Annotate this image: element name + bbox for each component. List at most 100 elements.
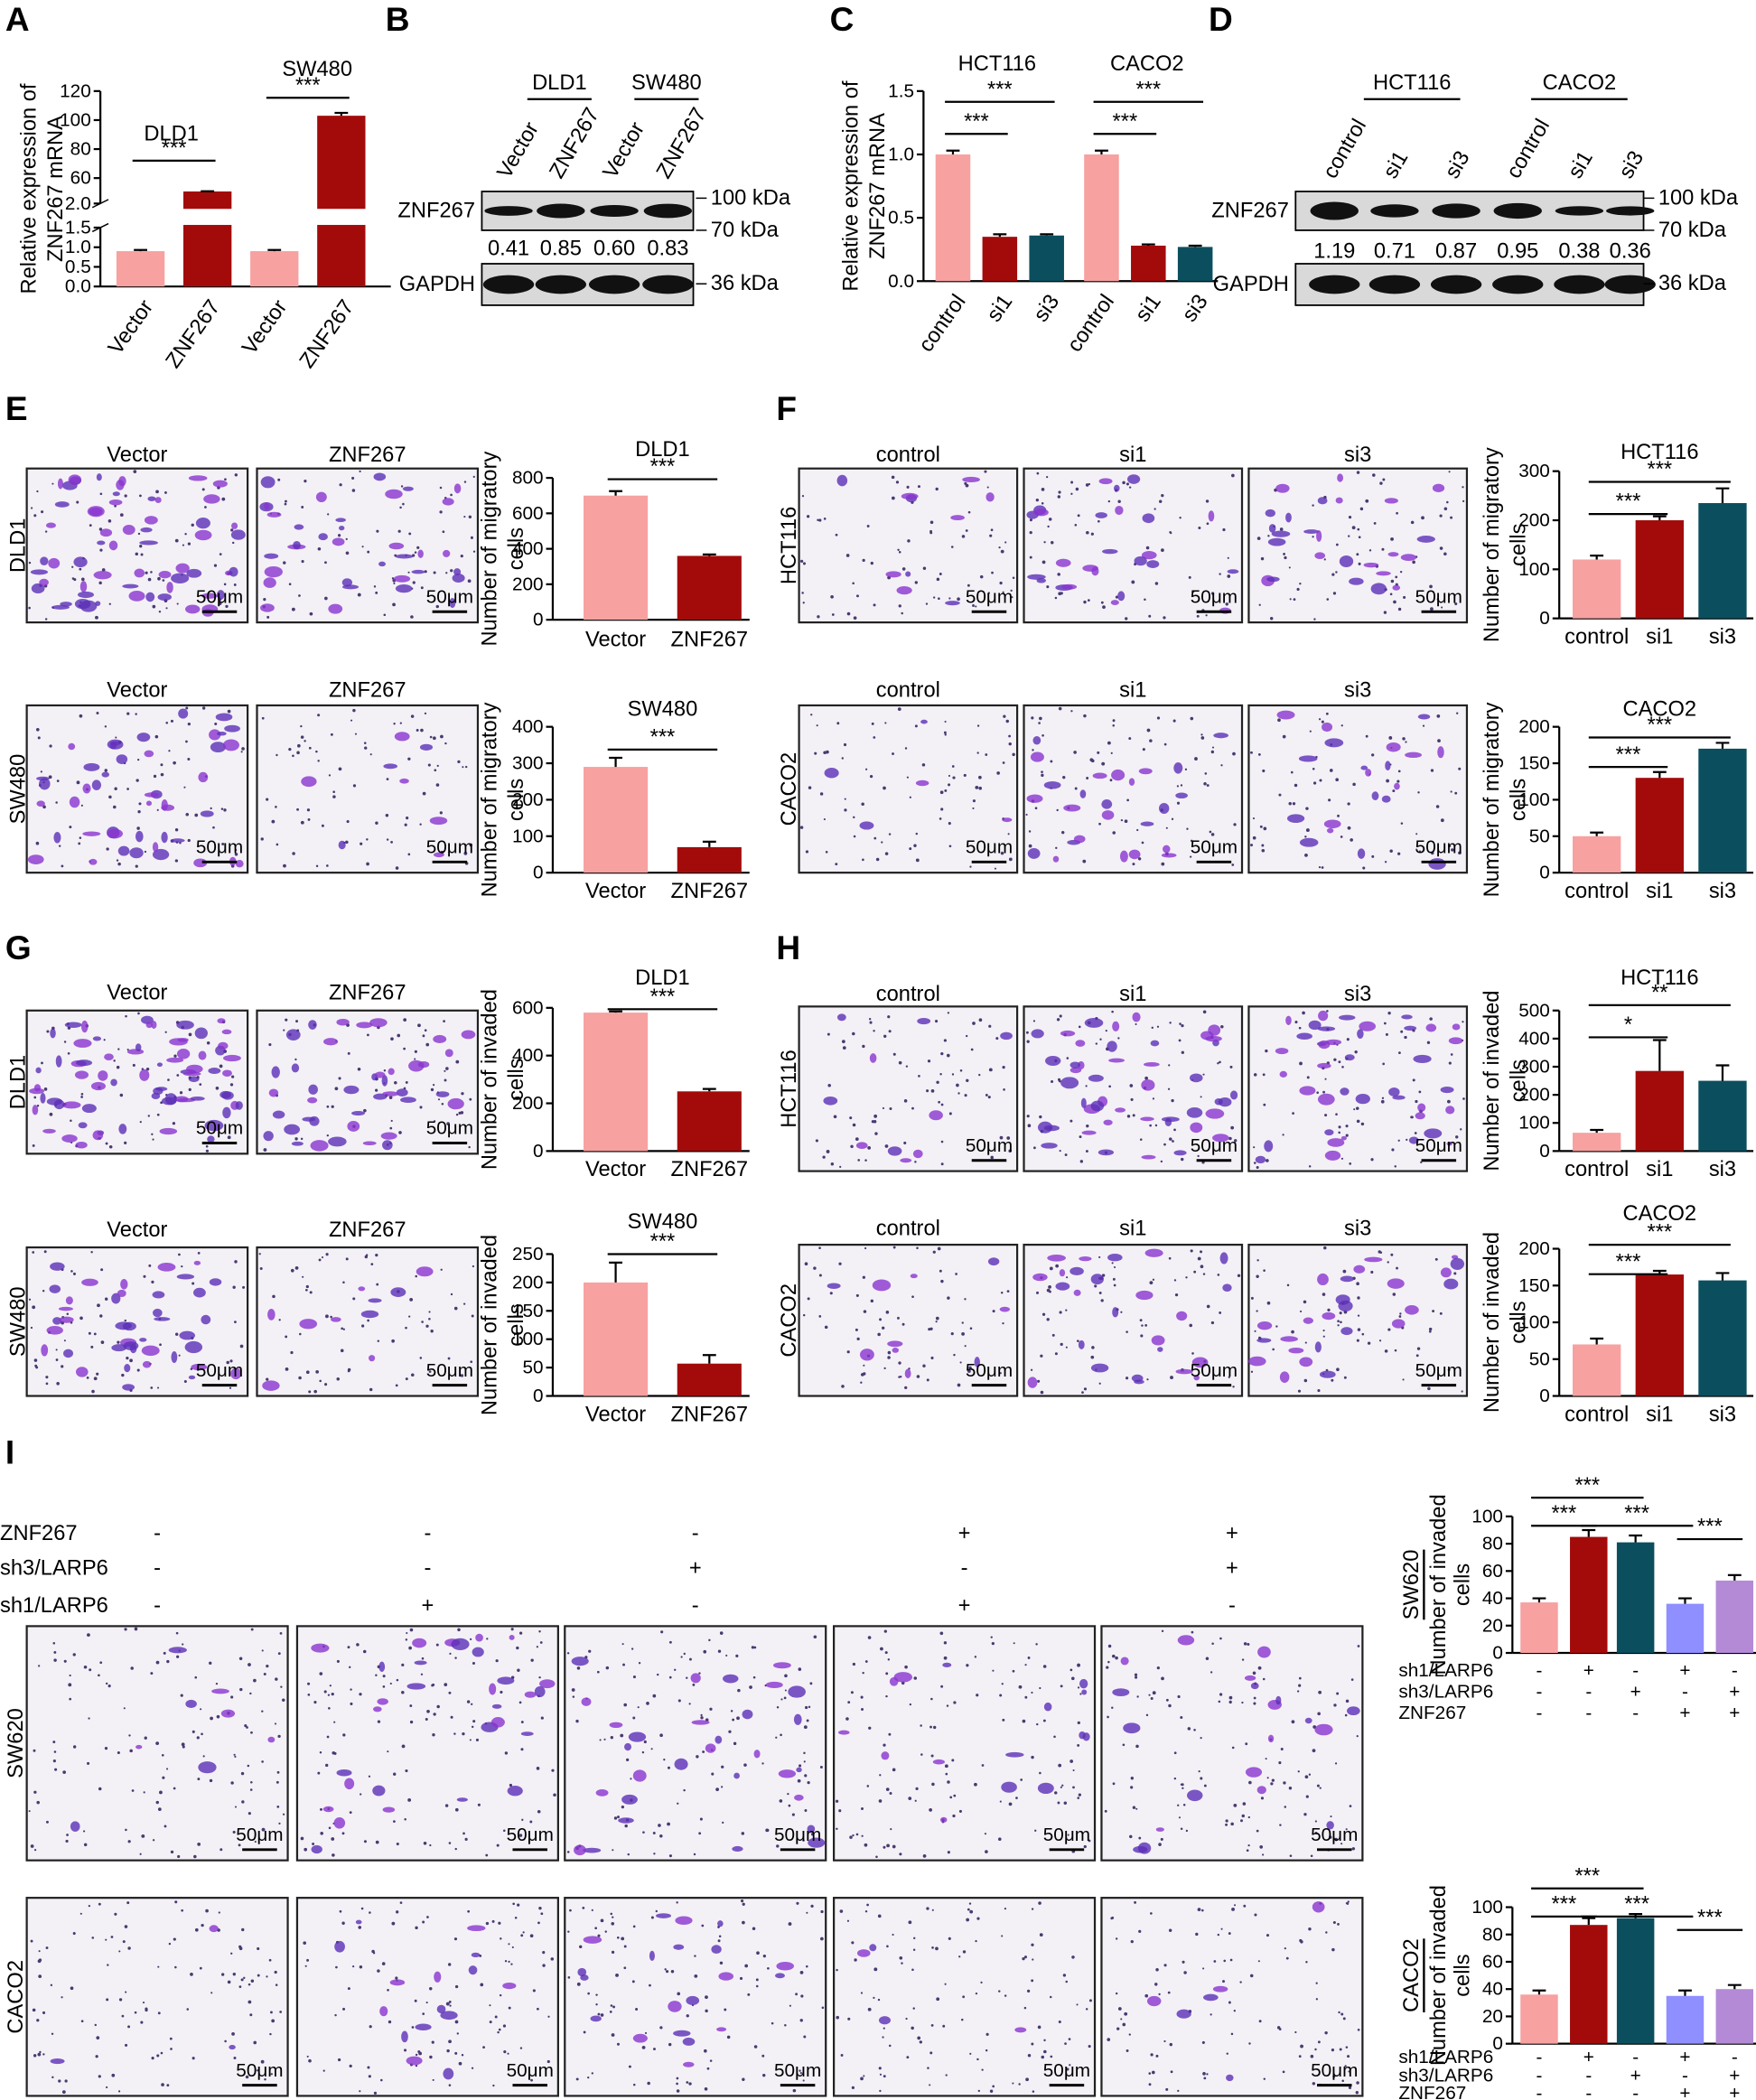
- pore: [882, 1327, 884, 1330]
- pore: [348, 1646, 350, 1648]
- pore: [1161, 863, 1164, 866]
- pore: [275, 806, 277, 808]
- pore: [940, 1685, 943, 1688]
- pore: [1094, 1284, 1097, 1287]
- pore: [159, 1343, 162, 1346]
- pore: [322, 825, 324, 827]
- pore: [275, 1971, 277, 1974]
- pore: [98, 582, 101, 584]
- cell: [56, 1055, 62, 1067]
- pore: [1075, 788, 1078, 790]
- pore: [1230, 1959, 1233, 1962]
- cell: [1088, 1075, 1104, 1082]
- pore: [34, 1358, 38, 1362]
- error-bar: [1590, 833, 1603, 836]
- cell: [1364, 563, 1379, 567]
- pore: [852, 1834, 854, 1836]
- pore: [1169, 1137, 1172, 1141]
- pore: [1387, 1012, 1390, 1014]
- pore: [1004, 541, 1006, 543]
- cell: [379, 2006, 388, 2016]
- pore: [1036, 499, 1039, 501]
- pore: [718, 1939, 721, 1942]
- pore: [329, 1827, 332, 1830]
- pore: [1101, 1299, 1104, 1302]
- pore: [485, 1854, 488, 1857]
- pore: [87, 1633, 90, 1637]
- pore: [39, 1958, 42, 1961]
- pore: [406, 817, 408, 819]
- pore: [993, 1310, 995, 1312]
- pore: [407, 1798, 411, 1802]
- pore: [1108, 1645, 1111, 1647]
- cell: [142, 1346, 160, 1357]
- pore: [328, 1707, 331, 1710]
- pore: [1431, 769, 1434, 771]
- cell: [1327, 1138, 1344, 1147]
- cell: [1288, 1348, 1303, 1353]
- pore: [51, 2077, 53, 2078]
- pore: [1356, 2091, 1359, 2094]
- pore: [1387, 1261, 1388, 1263]
- pore: [439, 510, 442, 513]
- pore: [396, 1385, 398, 1387]
- cell: [723, 1675, 739, 1684]
- scale-bar-label: 50μm: [196, 586, 243, 607]
- cell: [1146, 560, 1159, 568]
- cell: [50, 1262, 65, 1270]
- pore: [441, 1269, 443, 1271]
- pore: [1244, 1642, 1247, 1646]
- pore: [332, 1853, 335, 1857]
- pore: [42, 2053, 44, 2055]
- pore: [873, 736, 875, 739]
- cell: [267, 512, 282, 518]
- pore: [936, 1997, 939, 2001]
- pore: [348, 1368, 350, 1371]
- pore: [420, 1357, 423, 1359]
- quantification-label: 0.95: [1497, 240, 1538, 264]
- y-tick-label: 600: [512, 503, 544, 524]
- pore: [889, 833, 891, 835]
- y-tick-label: 60: [1482, 1951, 1503, 1972]
- pore: [472, 2067, 473, 2069]
- pore: [166, 2084, 169, 2086]
- cell: [292, 1063, 299, 1072]
- pore: [926, 1907, 929, 1909]
- pore: [911, 2027, 913, 2030]
- pore: [1182, 1051, 1184, 1054]
- pore: [1001, 1935, 1003, 1937]
- pore: [320, 1832, 323, 1835]
- y-axis-label: Number of invaded: [1480, 991, 1504, 1171]
- cell: [51, 2058, 65, 2064]
- cell: [210, 1925, 219, 1932]
- pore: [278, 1652, 281, 1655]
- pore: [886, 1311, 890, 1314]
- pore: [988, 1096, 991, 1098]
- band: [642, 275, 693, 294]
- pore: [1110, 779, 1113, 781]
- pore: [681, 1656, 683, 1657]
- pore: [914, 1161, 916, 1162]
- pore: [1278, 794, 1281, 797]
- cell: [107, 740, 124, 750]
- pore: [876, 858, 880, 862]
- pore: [308, 2059, 312, 2063]
- pore: [454, 1307, 458, 1311]
- pore: [948, 822, 951, 825]
- pore: [1181, 1158, 1183, 1161]
- pore: [1148, 1694, 1150, 1696]
- pore: [519, 1701, 522, 1703]
- pore: [1054, 1791, 1057, 1794]
- pore: [1202, 1074, 1204, 1076]
- pore: [104, 1039, 106, 1041]
- pore: [966, 1918, 969, 1922]
- pore: [669, 1854, 672, 1857]
- pore: [277, 1735, 280, 1738]
- pore: [1451, 1053, 1453, 1056]
- pore: [468, 1146, 470, 1148]
- pore: [1336, 544, 1339, 546]
- pore: [193, 1855, 197, 1859]
- pore: [1028, 2054, 1031, 2057]
- pore: [1039, 1115, 1041, 1118]
- pore: [285, 1019, 287, 1022]
